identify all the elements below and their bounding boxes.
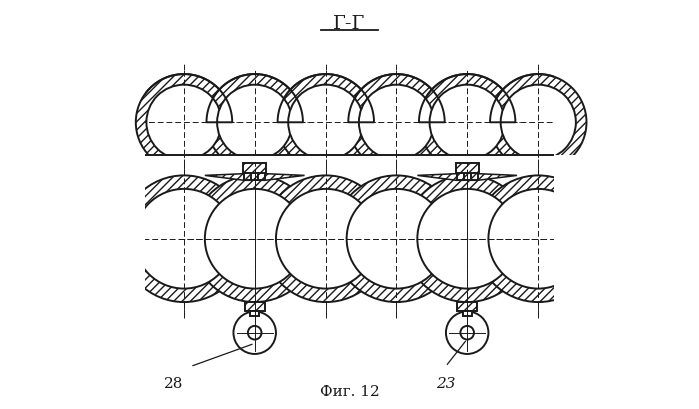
Circle shape [430,85,505,160]
Polygon shape [471,174,517,181]
Circle shape [446,312,489,354]
Circle shape [288,85,363,160]
Text: Г-Г: Г-Г [333,15,366,33]
Bar [250,311,259,317]
Circle shape [121,176,247,302]
Bar [245,302,264,311]
Circle shape [205,189,305,289]
Circle shape [461,326,474,340]
Circle shape [206,75,303,171]
Circle shape [262,176,389,302]
Text: 28: 28 [164,376,183,390]
Circle shape [475,176,602,302]
Circle shape [348,75,445,171]
Circle shape [347,189,447,289]
Bar [251,174,259,181]
Bar [456,172,478,181]
Text: 23: 23 [435,376,455,390]
Circle shape [134,189,234,289]
Circle shape [500,85,576,160]
Bar [456,164,479,174]
Circle shape [419,75,515,171]
Bar [244,172,266,181]
Bar [463,174,471,181]
Circle shape [417,189,517,289]
Bar [243,164,266,174]
Circle shape [146,85,222,160]
Bar [457,302,477,311]
Text: Фиг. 12: Фиг. 12 [319,384,380,398]
Circle shape [248,326,261,340]
Polygon shape [259,174,305,181]
Circle shape [217,85,292,160]
Circle shape [233,312,276,354]
Circle shape [333,176,460,302]
Circle shape [278,75,374,171]
Circle shape [136,75,232,171]
Circle shape [192,176,318,302]
Bar [463,311,472,317]
Polygon shape [205,174,251,181]
Circle shape [359,85,434,160]
Circle shape [490,75,586,171]
Circle shape [489,189,588,289]
Polygon shape [417,174,463,181]
Circle shape [276,189,375,289]
Circle shape [404,176,531,302]
